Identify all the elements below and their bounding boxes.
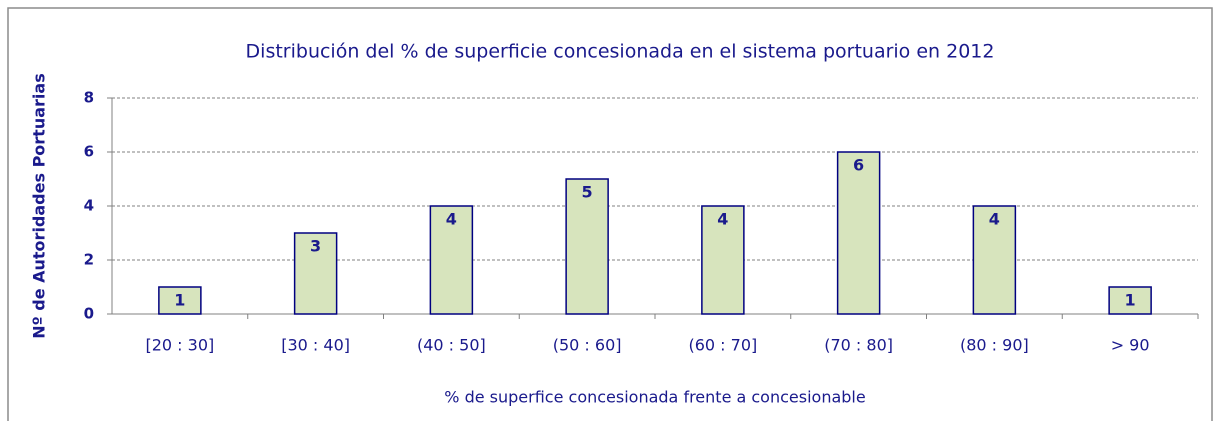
x-tick-label: [30 : 40] bbox=[281, 336, 350, 355]
bar bbox=[836, 151, 881, 315]
bar bbox=[701, 205, 745, 315]
bar bbox=[565, 178, 609, 315]
x-tick-label: (60 : 70] bbox=[688, 336, 757, 355]
y-axis-label: Nº de Autoridades Portuarias bbox=[30, 73, 49, 338]
bar bbox=[429, 205, 474, 315]
bar bbox=[1108, 286, 1152, 315]
y-tick-label: 8 bbox=[84, 89, 94, 107]
data-label: 1 bbox=[1125, 291, 1136, 310]
y-tick-label: 0 bbox=[84, 305, 94, 323]
x-tick-label: > 90 bbox=[1111, 336, 1150, 355]
data-label: 3 bbox=[310, 237, 321, 256]
y-tick-label: 4 bbox=[84, 197, 94, 215]
data-label: 5 bbox=[582, 183, 593, 202]
bar bbox=[972, 205, 1017, 315]
bar bbox=[293, 232, 338, 315]
data-label: 1 bbox=[174, 291, 185, 310]
chart-frame bbox=[7, 7, 1213, 421]
data-label: 4 bbox=[446, 210, 457, 229]
bar bbox=[158, 286, 202, 315]
y-tick-label: 6 bbox=[84, 143, 94, 161]
x-tick-label: [20 : 30] bbox=[145, 336, 214, 355]
data-label: 4 bbox=[989, 210, 1000, 229]
data-label: 6 bbox=[853, 156, 864, 175]
x-tick-label: (70 : 80] bbox=[824, 336, 893, 355]
data-label: 4 bbox=[717, 210, 728, 229]
chart-title: Distribución del % de superficie concesi… bbox=[246, 41, 995, 63]
x-axis-label: % de superfice concesionada frente a con… bbox=[444, 388, 865, 407]
x-tick-label: (50 : 60] bbox=[553, 336, 622, 355]
x-tick-label: (40 : 50] bbox=[417, 336, 486, 355]
y-tick-label: 2 bbox=[84, 251, 94, 269]
x-tick-label: (80 : 90] bbox=[960, 336, 1029, 355]
